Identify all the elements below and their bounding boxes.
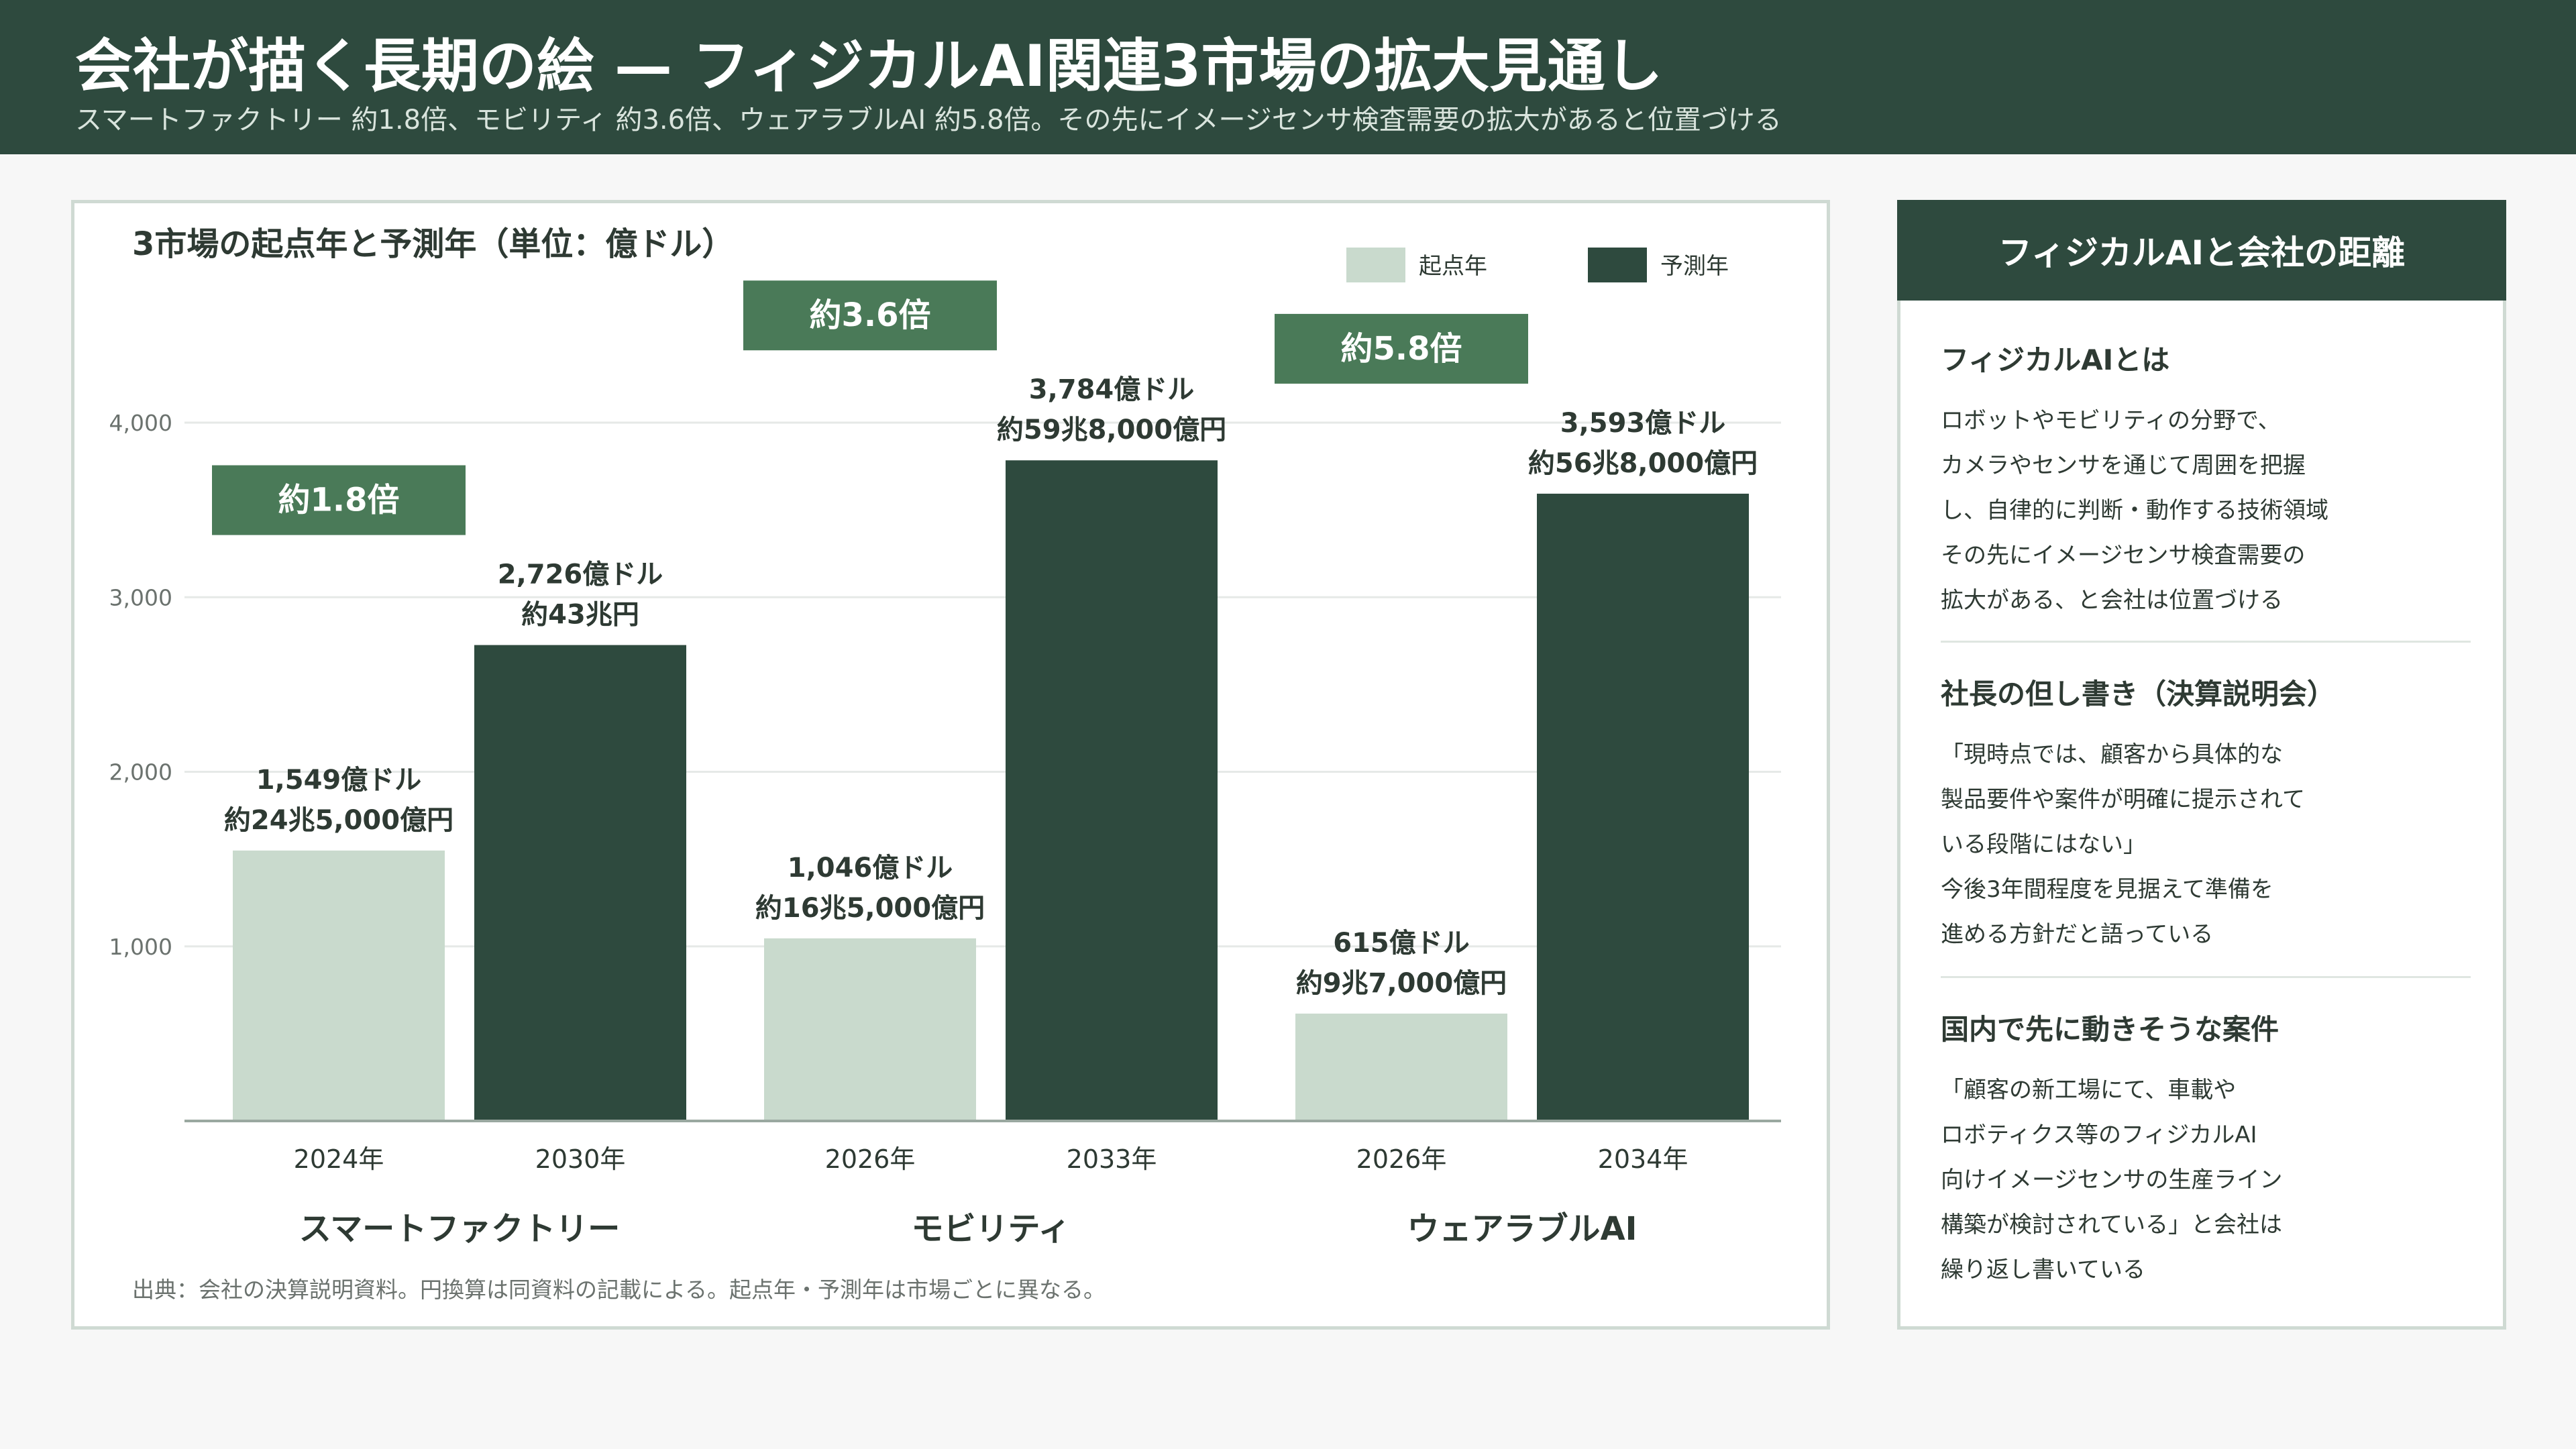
bar-yen-label: 約59兆8,000億円: [997, 415, 1226, 445]
bar-yen-label: 約9兆7,000億円: [1296, 968, 1507, 999]
side-divider: [1941, 641, 2471, 643]
y-tick-label: 2,000: [109, 759, 172, 786]
bar-value-label: 2,726億ドル: [498, 559, 663, 590]
forecast-year-bar: [474, 645, 686, 1121]
side-line: 構築が検討されている」と会社は: [1941, 1212, 2282, 1238]
ratio-badge: [743, 280, 997, 351]
ratio-badge: [212, 465, 466, 535]
category-label: スマートファクトリー: [299, 1210, 621, 1248]
bar-value-label: 3,784億ドル: [1029, 374, 1195, 405]
side-line: ロボティクス等のフィジカルAI: [1941, 1122, 2257, 1148]
y-tick-label: 3,000: [109, 584, 172, 610]
side-line: 「現時点では、顧客から具体的な: [1941, 741, 2283, 768]
x-year-label: 2026年: [825, 1144, 916, 1174]
side-panel: フィジカルAIと会社の距離 フィジカルAIとは ロボットやモビリティの分野で、 …: [1897, 200, 2506, 1330]
x-year-label: 2030年: [535, 1144, 626, 1174]
legend-label: 起点年: [1419, 253, 1487, 280]
bar-value-label: 1,046億ドル: [788, 853, 953, 883]
ratio-badge-label: 約3.6倍: [809, 297, 930, 334]
source-note: 出典：会社の決算説明資料。円換算は同資料の記載による。起点年・予測年は市場ごとに…: [132, 1277, 1106, 1303]
page-header: 会社が描く長期の絵 — フィジカルAI関連3市場の拡大見通し スマートファクトリ…: [0, 0, 2576, 154]
ratio-badge-label: 約1.8倍: [278, 482, 399, 519]
bar-yen-label: 約43兆円: [521, 600, 639, 631]
ratio-badge-label: 約5.8倍: [1340, 330, 1462, 368]
bar-chart: 3市場の起点年と予測年（単位：億ドル） 起点年 予測年 1,000 2,000 3,000…: [109, 225, 1781, 1303]
start-year-bar: [233, 850, 445, 1121]
start-year-bar: [764, 938, 976, 1121]
side-section-heading: 国内で先に動きそうな案件: [1941, 1013, 2279, 1046]
chart-title: 3市場の起点年と予測年（単位：億ドル）: [132, 225, 734, 263]
bar-yen-label: 約56兆8,000億円: [1528, 448, 1758, 479]
x-year-label: 2033年: [1067, 1144, 1157, 1174]
side-line: カメラやセンサを通じて周囲を把握: [1941, 452, 2306, 479]
bar-yen-label: 約24兆5,000億円: [224, 805, 453, 836]
bar-value-label: 615億ドル: [1333, 928, 1470, 959]
x-year-label: 2034年: [1598, 1144, 1688, 1174]
y-tick-label: 1,000: [109, 934, 172, 960]
side-line: 製品要件や案件が明確に提示されて: [1941, 786, 2305, 813]
side-panel-title: フィジカルAIと会社の距離: [1897, 200, 2506, 301]
ratio-badge: [1275, 313, 1528, 384]
side-divider: [1941, 976, 2471, 978]
side-section-heading: 社長の但し書き（決算説明会）: [1941, 678, 2336, 710]
side-section-heading: フィジカルAIとは: [1941, 343, 2170, 376]
side-line: 今後3年間程度を見据えて準備を: [1941, 876, 2273, 903]
legend-label: 予測年: [1660, 253, 1729, 280]
side-line: いる段階にはない」: [1941, 831, 2146, 858]
bar-value-label: 3,593億ドル: [1560, 408, 1726, 439]
side-line: その先にイメージセンサ検査需要の: [1941, 542, 2306, 569]
chart-panel: 3市場の起点年と予測年（単位：億ドル） 起点年 予測年 1,000 2,000 3,000…: [71, 200, 1830, 1330]
start-year-bar: [1295, 1013, 1507, 1121]
forecast-year-bar: [1537, 493, 1749, 1121]
y-tick-label: 4,000: [109, 410, 172, 436]
legend-swatch: [1346, 248, 1405, 282]
x-year-label: 2024年: [294, 1144, 384, 1174]
bar-yen-label: 約16兆5,000億円: [755, 893, 985, 924]
side-line: し、自律的に判断・動作する技術領域: [1941, 497, 2328, 524]
side-line: 進める方針だと語っている: [1941, 921, 2214, 948]
legend-swatch: [1588, 248, 1647, 282]
forecast-year-bar: [1006, 460, 1218, 1121]
side-line: 拡大がある、と会社は位置づける: [1941, 587, 2283, 614]
side-section-president-caveat: 社長の但し書き（決算説明会） 「現時点では、顧客から具体的な 製品要件や案件が明…: [1941, 672, 2471, 957]
bar-value-label: 1,549億ドル: [256, 765, 422, 796]
side-line: ロボットやモビリティの分野で、: [1941, 407, 2281, 434]
side-section-definition: フィジカルAIとは ロボットやモビリティの分野で、 カメラやセンサを通じて周囲を…: [1941, 337, 2471, 623]
page-title: 会社が描く長期の絵 — フィジカルAI関連3市場の拡大見通し: [75, 33, 1663, 100]
side-line: 繰り返し書いている: [1941, 1256, 2145, 1283]
side-line: 「顧客の新工場にて、車載や: [1941, 1077, 2237, 1104]
page-subtitle: スマートファクトリー 約1.8倍、モビリティ 約3.6倍、ウェアラブルAI 約5…: [75, 105, 1782, 136]
category-label: ウェアラブルAI: [1407, 1210, 1637, 1248]
x-year-label: 2026年: [1356, 1144, 1447, 1174]
side-section-domestic-projects: 国内で先に動きそうな案件 「顧客の新工場にて、車載や ロボティクス等のフィジカル…: [1941, 1007, 2471, 1293]
side-line: 向けイメージセンサの生産ライン: [1941, 1167, 2283, 1193]
category-label: モビリティ: [911, 1210, 1070, 1248]
